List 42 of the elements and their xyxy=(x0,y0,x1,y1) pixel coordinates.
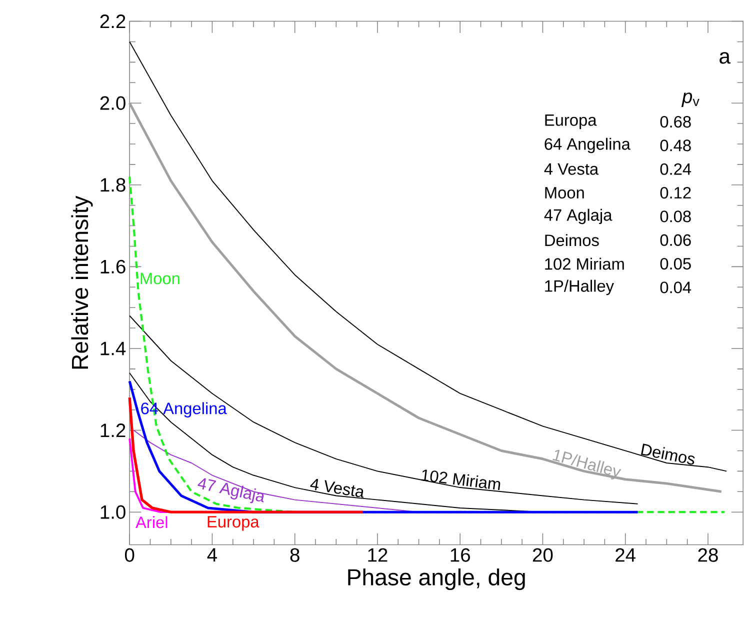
annotation: 0.04 xyxy=(660,282,692,294)
y-tick-label: 2.2 xyxy=(100,14,126,28)
x-tick-label: 4 xyxy=(207,548,218,562)
y-tick-label: 1.8 xyxy=(100,178,126,192)
x-tick-label: 8 xyxy=(290,548,300,562)
annotation: 0.24 xyxy=(660,163,692,175)
y-axis-title: Relative intensity xyxy=(71,196,93,369)
annotation: 0.08 xyxy=(660,210,691,222)
y-tick-label: 2.0 xyxy=(100,96,126,110)
series-label: Europa xyxy=(208,516,260,531)
x-tick-label: 20 xyxy=(532,548,553,562)
text: 4 Vesta xyxy=(310,478,364,498)
y-tick-label: 1.6 xyxy=(100,260,126,274)
text: Deimos xyxy=(640,444,695,465)
annotation: 1P/Halley xyxy=(545,280,614,296)
y-tick-label: 1.4 xyxy=(100,342,126,356)
x-tick-label: 16 xyxy=(450,548,470,562)
x-tick-label: 0 xyxy=(124,548,134,562)
annotation: 0.48 xyxy=(660,140,691,152)
series-label: Ariel xyxy=(136,516,168,528)
annotation: 0.06 xyxy=(660,234,691,246)
y-tick-label: 1.2 xyxy=(100,424,126,438)
annotation: Europa xyxy=(545,114,597,130)
x-tick-label: 28 xyxy=(698,548,718,562)
annotation: 102 Miriam xyxy=(545,258,624,270)
annotation: 64 Angelina xyxy=(544,138,630,154)
annotation: Moon xyxy=(545,187,584,199)
annotation: a xyxy=(720,52,730,64)
annotation: p$_{v}$ xyxy=(681,92,700,108)
series-label: Moon xyxy=(140,272,180,284)
x-tick-label: 24 xyxy=(616,548,636,562)
annotation: 0.12 xyxy=(660,187,691,199)
y-tick-label: 1.0 xyxy=(100,505,126,519)
annotation: 4 Vesta xyxy=(544,163,599,175)
x-axis-title: Phase angle, deg xyxy=(348,568,525,590)
text: 47 Aglaja xyxy=(198,478,264,504)
x-tick-label: 12 xyxy=(368,548,388,562)
annotation: 0.68 xyxy=(660,116,691,128)
text: 102 Miriam xyxy=(421,470,500,490)
annotation: Deimos xyxy=(545,234,599,246)
annotation: 47 Aglaja xyxy=(544,208,612,224)
annotation: 0.05 xyxy=(660,258,691,270)
